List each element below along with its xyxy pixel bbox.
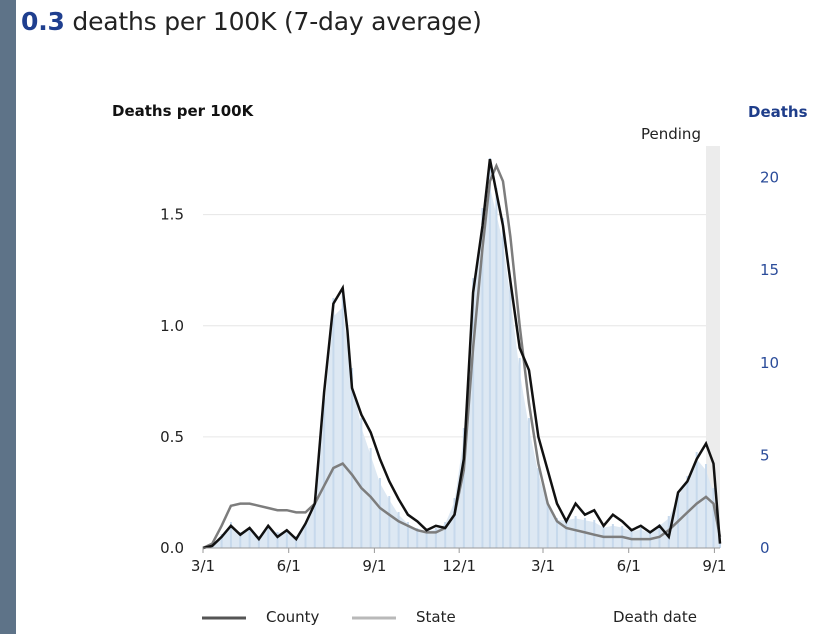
daily-deaths-bar [444,522,447,548]
daily-deaths-bar [267,528,270,548]
daily-deaths-bar [574,516,577,548]
y-ticks-left: 0.0 0.5 1.0 1.5 [160,206,184,557]
daily-deaths-bar [332,298,335,548]
daily-deaths-bar [351,368,354,548]
x-ticks: 3/1 6/1 9/1 12/1 3/1 6/1 9/1 [191,548,726,575]
daily-deaths-bar [501,218,504,548]
headline-value: 0.3 [21,7,65,36]
x-axis-title: Death date [613,608,697,626]
daily-deaths-bar [341,288,344,548]
state-line [202,162,722,550]
daily-deaths-bar [313,502,316,548]
daily-deaths-bar [378,478,381,548]
x-tick-label: 9/1 [362,557,386,575]
daily-deaths-bar [705,464,708,548]
daily-deaths-bar [425,530,428,548]
daily-deaths-bar [462,428,465,548]
daily-deaths-bar [388,496,391,548]
daily-deaths-bar [565,518,568,548]
daily-deaths-bar [229,522,232,548]
x-tick-label: 9/1 [702,557,726,575]
daily-deaths-bar [434,528,437,548]
daily-deaths-bar [220,534,223,548]
y-tick-label: 1.5 [160,206,184,224]
daily-deaths-area [203,186,720,548]
headline: 0.3 deaths per 100K (7-day average) [21,7,482,36]
pending-band [706,146,720,548]
daily-deaths-bar [481,208,484,548]
daily-deaths-bar [528,418,531,548]
y-tick-label: 0.0 [160,539,184,557]
daily-deaths-bar [295,536,298,548]
daily-deaths-bar [453,498,456,548]
daily-deaths-bar [323,398,326,548]
pending-label: Pending [641,125,701,143]
daily-deaths-bar [304,524,307,548]
daily-deaths-bar [397,512,400,548]
y-axis-title-left: Deaths per 100K [112,102,255,120]
daily-deaths-bar [537,468,540,548]
daily-deaths-bar [276,532,279,548]
daily-deaths-bar [416,528,419,548]
daily-deaths-bar [239,532,242,548]
x-tick-label: 6/1 [277,557,301,575]
legend-county-label: County [266,608,320,626]
x-tick-label: 12/1 [442,557,476,575]
daily-deaths-bar [488,158,491,548]
daily-deaths-bar [406,522,409,548]
legend: County State [202,608,456,626]
x-tick-label: 3/1 [531,557,555,575]
gridlines [203,214,720,438]
x-tick-label: 6/1 [617,557,641,575]
daily-deaths-bar [248,528,251,548]
daily-deaths-bar [285,530,288,548]
y-tick-label-right: 10 [760,354,779,372]
daily-deaths-bar [495,188,498,548]
daily-deaths-bar [518,358,521,548]
daily-deaths-bar [712,488,715,548]
daily-deaths-bar [509,278,512,548]
daily-deaths-bar [695,452,698,548]
y-tick-label-right: 5 [760,446,770,464]
y-ticks-right: 0 5 10 15 20 [760,169,779,557]
daily-deaths-bar [257,536,260,548]
headline-text: deaths per 100K (7-day average) [64,7,482,36]
y-tick-label-right: 0 [760,539,770,557]
county-line [202,158,722,550]
daily-deaths-bar [360,418,363,548]
x-tick-label: 3/1 [191,557,215,575]
daily-deaths-bar [555,518,558,548]
y-tick-label: 0.5 [160,428,184,446]
y-tick-label-right: 20 [760,169,779,187]
daily-deaths-bar [472,278,475,548]
y-tick-label: 1.0 [160,317,184,335]
y-axis-title-right: Deaths [748,103,808,121]
daily-deaths-bar [546,502,549,548]
legend-state-label: State [416,608,456,626]
y-tick-label-right: 15 [760,261,779,279]
